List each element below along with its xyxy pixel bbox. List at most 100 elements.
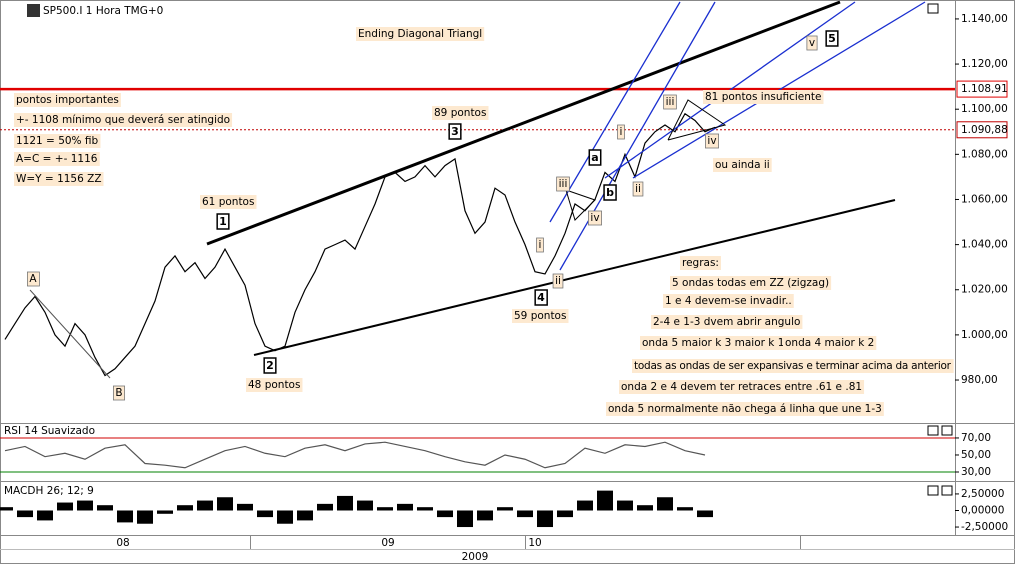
wave-label: i bbox=[539, 239, 542, 251]
histogram-bar bbox=[357, 500, 373, 511]
histogram-bar bbox=[317, 503, 333, 511]
wave-label: B bbox=[115, 387, 122, 399]
annotation-box bbox=[703, 90, 824, 104]
annotation-box bbox=[632, 359, 954, 373]
histogram-bar bbox=[0, 507, 13, 511]
histogram-bar bbox=[297, 510, 313, 521]
histogram-bar bbox=[137, 510, 153, 524]
trend-line bbox=[206, 0, 841, 246]
wave-box bbox=[588, 149, 602, 166]
wave-label: 2 bbox=[266, 359, 274, 372]
annotation-box bbox=[588, 210, 602, 226]
histogram-bar bbox=[337, 495, 353, 511]
histogram-bar bbox=[57, 502, 73, 511]
y-tick-label: 2,50000 bbox=[961, 488, 1004, 500]
wave-box bbox=[216, 213, 230, 230]
histogram-bar bbox=[697, 510, 713, 518]
annotation: A=C = +- 1116 bbox=[16, 153, 98, 165]
wave-box bbox=[603, 184, 617, 201]
y-tick-label: 1.120,00 bbox=[961, 58, 1008, 70]
wave-label: 5 bbox=[828, 32, 836, 45]
reference-label: 1.108,91 bbox=[961, 83, 1008, 95]
annotation: todas as ondas de ser expansivas e termi… bbox=[634, 360, 952, 372]
annotation-box bbox=[14, 93, 121, 107]
histogram-bar bbox=[477, 510, 493, 521]
y-tick-label: 30,00 bbox=[961, 466, 991, 478]
window-button[interactable] bbox=[927, 3, 939, 14]
histogram-bar bbox=[637, 505, 653, 511]
histogram-bar bbox=[417, 507, 433, 511]
y-tick-label: 1.080,00 bbox=[961, 148, 1008, 160]
wave-label: ii bbox=[635, 183, 641, 195]
histogram-bar bbox=[617, 500, 633, 511]
window-button[interactable] bbox=[941, 425, 953, 436]
annotation-box bbox=[432, 106, 489, 120]
histogram-bar bbox=[97, 505, 113, 511]
histogram-bar bbox=[517, 510, 533, 518]
annotation-box bbox=[536, 237, 544, 253]
window-button[interactable] bbox=[941, 485, 953, 496]
annotation-box bbox=[14, 113, 233, 127]
x-tick-label: 10 bbox=[528, 537, 541, 549]
panel-title[interactable]: SP500.I 1 Hora TMG+0 bbox=[43, 5, 163, 17]
reference-label-box bbox=[956, 80, 1008, 98]
annotation-box bbox=[246, 378, 303, 392]
panel-title[interactable]: MACDH 26; 12; 9 bbox=[4, 485, 94, 497]
annotation-box bbox=[14, 152, 100, 166]
annotation: 48 pontos bbox=[248, 379, 300, 391]
annotation-box bbox=[705, 133, 719, 149]
window-button[interactable] bbox=[927, 425, 939, 436]
annotation-box bbox=[27, 271, 40, 287]
y-tick-label: 0,00000 bbox=[961, 504, 1004, 516]
wave-label: A bbox=[29, 273, 37, 285]
wave-label: 4 bbox=[537, 291, 545, 304]
annotation: 61 pontos bbox=[202, 196, 254, 208]
annotation-box bbox=[663, 294, 794, 308]
histogram-bar bbox=[497, 507, 513, 511]
channel-line bbox=[549, 1, 681, 223]
wave-connector bbox=[29, 289, 111, 379]
reference-label-box bbox=[956, 121, 1008, 139]
histogram-bar bbox=[37, 510, 53, 521]
annotation-box bbox=[783, 336, 877, 350]
histogram-bar bbox=[157, 510, 173, 514]
y-tick-label: 1.020,00 bbox=[961, 284, 1008, 296]
annotation-box bbox=[619, 380, 865, 394]
wave-box bbox=[448, 123, 462, 140]
annotation: 5 ondas todas em ZZ (zigzag) bbox=[672, 277, 829, 289]
annotations: Ending Diagonal Triangl pontos important… bbox=[14, 27, 954, 416]
histogram-bar bbox=[657, 497, 673, 511]
wave-label: iv bbox=[590, 212, 599, 224]
wave-label: a bbox=[591, 151, 598, 164]
annotation-box bbox=[606, 402, 884, 416]
window-button[interactable] bbox=[927, 485, 939, 496]
annotation: Ending Diagonal Triangl bbox=[358, 28, 482, 40]
histogram-bar bbox=[557, 510, 573, 518]
annotation: regras: bbox=[682, 257, 719, 269]
annotation-box bbox=[200, 195, 257, 209]
annotation-box bbox=[806, 35, 818, 51]
histogram-bar bbox=[217, 497, 233, 511]
y-tick-label: 1.100,00 bbox=[961, 103, 1008, 115]
histogram-bar bbox=[577, 500, 593, 511]
wave-label: iv bbox=[707, 135, 716, 147]
annotation-box bbox=[632, 181, 644, 197]
annotation: +- 1108 mínimo que deverá ser atingido bbox=[16, 114, 230, 126]
histogram-bar bbox=[537, 510, 553, 528]
histogram-bar bbox=[117, 510, 133, 523]
y-tick-label: 1.040,00 bbox=[961, 239, 1008, 251]
histogram-bar bbox=[277, 510, 293, 524]
wave-box bbox=[263, 357, 277, 374]
annotation-box bbox=[14, 134, 101, 148]
panel-title[interactable]: RSI 14 Suavizado bbox=[4, 425, 95, 437]
annotation-box bbox=[713, 158, 772, 172]
triangle bbox=[565, 189, 596, 221]
annotation: ou ainda ii bbox=[715, 159, 770, 171]
annotation: 2-4 e 1-3 dvem abrir angulo bbox=[653, 316, 800, 328]
annotation: pontos importantes bbox=[16, 94, 119, 106]
histogram-bar bbox=[17, 510, 33, 518]
trend-line bbox=[253, 199, 896, 356]
annotation-box bbox=[640, 336, 787, 350]
histogram-bar bbox=[257, 510, 273, 518]
